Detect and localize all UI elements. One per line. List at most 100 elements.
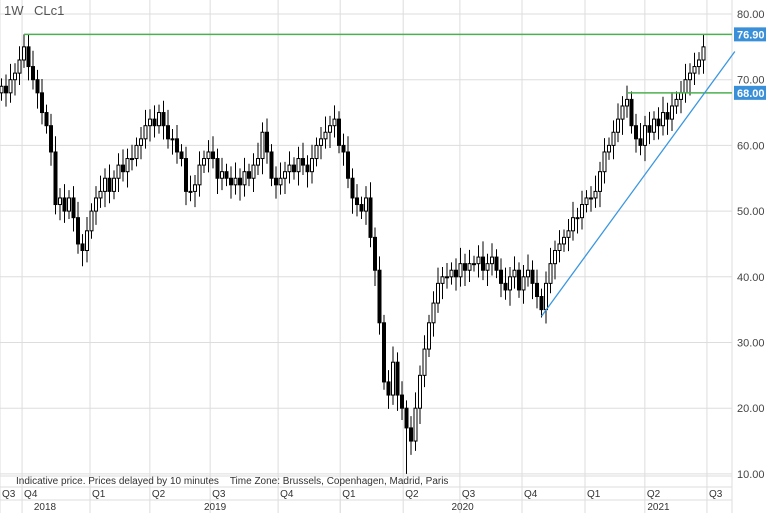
candle-up <box>526 269 530 278</box>
candle-up <box>521 276 526 291</box>
candle-up <box>548 263 553 284</box>
candle-up <box>661 112 665 127</box>
candle-down <box>224 171 229 179</box>
candle-down <box>152 118 157 127</box>
candle-down <box>31 66 35 81</box>
candle-down <box>454 269 458 278</box>
candle-down <box>107 177 112 192</box>
candle-down <box>337 118 341 146</box>
candle-up <box>620 105 625 120</box>
candle-up <box>58 197 62 206</box>
candle-up <box>607 144 611 153</box>
candle-down <box>292 164 296 173</box>
candle-up <box>571 217 575 232</box>
candle-up <box>278 177 283 186</box>
quarter-label: Q2 <box>405 489 419 500</box>
candle-up <box>188 190 193 193</box>
candle-up <box>296 158 301 173</box>
candle-up <box>544 282 548 311</box>
candle-up <box>256 158 260 166</box>
candle-down <box>49 125 53 153</box>
candle-down <box>238 177 242 186</box>
candle-up <box>242 171 247 186</box>
candle-up <box>332 118 337 127</box>
y-tick-label: 30.00 <box>737 338 765 350</box>
candle-up <box>22 46 26 61</box>
candle-up <box>575 217 580 220</box>
drawn-lines: 76.90 68.00 <box>24 27 766 317</box>
candle-up <box>13 72 17 81</box>
candle-down <box>305 164 310 173</box>
candle-down <box>463 263 467 271</box>
symbol-label[interactable]: CLc1 <box>34 3 64 18</box>
candle-down <box>377 269 382 324</box>
year-label: 2018 <box>34 502 57 513</box>
y-tick-label: 10.00 <box>737 469 765 481</box>
candle-down <box>121 164 125 173</box>
year-label: 2020 <box>451 502 474 513</box>
candle-up <box>112 177 116 192</box>
y-tick-label: 20.00 <box>737 403 765 415</box>
candle-up <box>688 72 692 81</box>
candle-up <box>94 197 98 212</box>
candle-up <box>85 230 89 252</box>
candle-up <box>130 158 134 161</box>
candle-up <box>8 79 13 94</box>
candle-up <box>220 171 224 179</box>
candle-down <box>35 79 40 94</box>
candle-down <box>215 158 220 179</box>
candle-up <box>323 131 328 140</box>
candle-down <box>494 256 499 271</box>
candle-down <box>265 131 269 153</box>
candle-down <box>395 361 400 396</box>
candle-up <box>413 407 418 442</box>
candle-up <box>310 158 314 173</box>
level-label-box <box>734 85 766 100</box>
candle-up <box>139 138 143 146</box>
candle-down <box>247 171 251 179</box>
candle-up <box>643 125 647 146</box>
candle-up <box>562 236 566 245</box>
candle-up <box>593 190 598 199</box>
candle-down <box>179 151 184 160</box>
candle-down <box>634 125 638 140</box>
candle-down <box>517 269 521 291</box>
quarter-label: Q3 <box>709 489 723 500</box>
candle-down <box>355 197 359 206</box>
candle-down <box>44 112 49 127</box>
candle-up <box>598 171 602 192</box>
candle-up <box>197 164 202 186</box>
candle-down <box>76 217 80 245</box>
candle-up <box>157 112 161 127</box>
candle-up <box>202 158 206 166</box>
candle-down <box>665 112 670 120</box>
y-tick-label: 50.00 <box>737 206 765 218</box>
quarter-label: Q1 <box>92 489 106 500</box>
candle-down <box>53 151 58 206</box>
candle-up <box>472 263 476 266</box>
candle-up <box>589 197 593 200</box>
candle-up <box>260 131 265 160</box>
candle-up <box>116 164 121 179</box>
candle-up <box>625 98 629 107</box>
candle-up <box>652 118 656 133</box>
candle-up <box>206 151 211 160</box>
interval-label[interactable]: 1W <box>4 3 24 18</box>
candle-up <box>674 98 679 107</box>
candle-up <box>458 263 463 278</box>
candle-up <box>0 85 4 94</box>
candle-up <box>391 361 395 396</box>
candle-down <box>211 151 215 160</box>
candle-up <box>611 131 616 146</box>
candle-up <box>553 250 557 265</box>
candle-up <box>683 79 688 94</box>
candle-up <box>148 118 152 127</box>
candle-up <box>98 190 103 199</box>
candle-up <box>584 197 589 206</box>
candle-down <box>229 177 233 186</box>
candle-down <box>539 296 544 311</box>
candle-up <box>89 210 94 232</box>
candle-up <box>476 256 481 265</box>
